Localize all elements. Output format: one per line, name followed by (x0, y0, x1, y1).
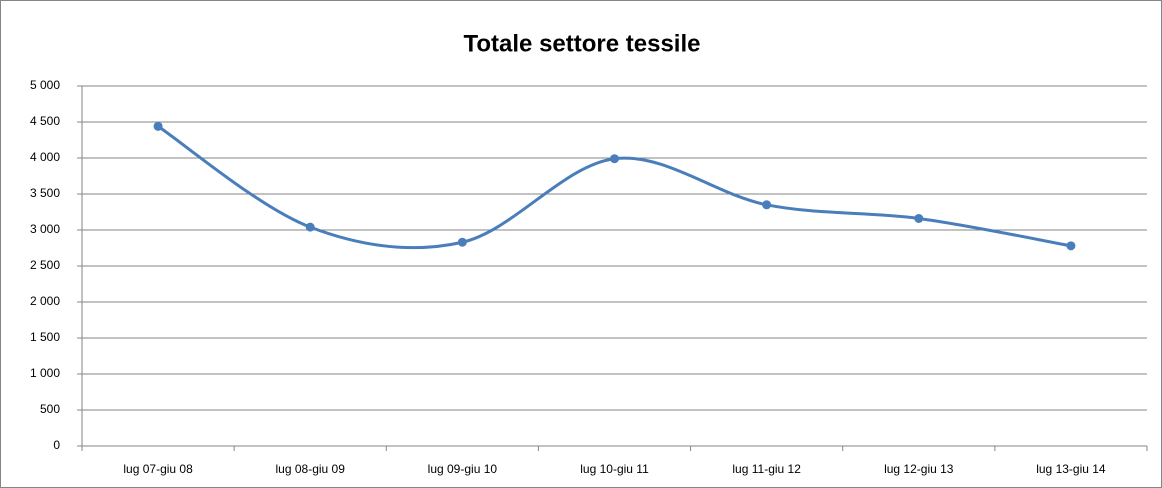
marker (1066, 241, 1076, 251)
x-tick-label: lug 13-giu 14 (1036, 462, 1106, 476)
y-tick-label: 4 500 (30, 114, 60, 128)
y-tick-label: 2 000 (30, 294, 60, 308)
x-tick-label: lug 10-giu 11 (580, 462, 649, 476)
x-tick-label: lug 12-giu 13 (884, 462, 954, 476)
marker (457, 237, 467, 247)
marker (610, 154, 619, 164)
y-tick-label: 500 (40, 402, 60, 416)
y-tick-label: 2 500 (30, 258, 60, 272)
x-tick-label: lug 07-giu 08 (123, 462, 193, 476)
y-tick-label: 4 000 (30, 150, 60, 164)
y-tick-label: 3 500 (30, 186, 60, 200)
y-tick-label: 1 500 (30, 330, 60, 344)
y-tick-label: 0 (53, 438, 60, 452)
y-tick-label: 5 000 (30, 78, 60, 92)
marker (153, 121, 163, 131)
marker (305, 222, 315, 232)
y-tick-label: 1 000 (30, 366, 60, 380)
x-tick-label: lug 11-giu 12 (732, 462, 801, 476)
marker (914, 213, 924, 223)
marker (762, 200, 772, 210)
x-tick-label: lug 08-giu 09 (276, 462, 346, 476)
x-tick-label: lug 09-giu 10 (428, 462, 498, 476)
chart-title: Totale settore tessile (464, 30, 701, 57)
y-tick-label: 3 000 (30, 222, 60, 236)
